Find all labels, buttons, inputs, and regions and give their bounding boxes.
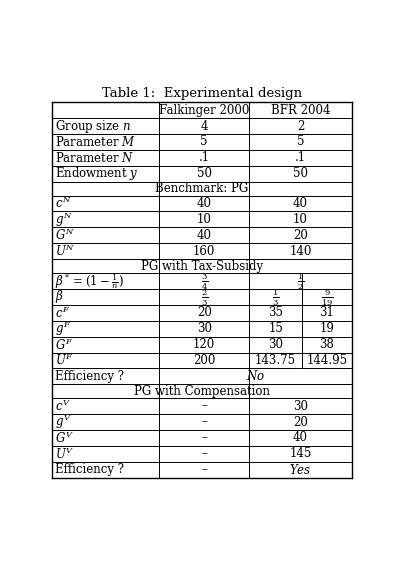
Text: $G^V$: $G^V$ [55,430,74,446]
Text: –: – [201,447,207,461]
Text: $G^F$: $G^F$ [55,337,73,352]
Text: $U^V$: $U^V$ [55,446,74,462]
Text: 40: 40 [197,197,212,210]
Text: Benchmark: PG: Benchmark: PG [155,182,249,195]
Text: $c^F$: $c^F$ [55,305,70,321]
Text: $No$: $No$ [246,369,265,383]
Text: –: – [201,431,207,444]
Text: Table 1:  Experimental design: Table 1: Experimental design [102,87,302,100]
Text: 145: 145 [289,447,312,461]
Text: Endowment $y$: Endowment $y$ [55,165,138,182]
Text: 19: 19 [320,322,334,335]
Text: .1: .1 [199,151,210,164]
Text: Parameter $M$: Parameter $M$ [55,135,136,149]
Text: $U^N$: $U^N$ [55,243,75,259]
Text: $\frac{1}{3}$: $\frac{1}{3}$ [272,286,279,307]
Text: 10: 10 [197,213,212,226]
Text: $\frac{3}{4}$: $\frac{3}{4}$ [201,270,208,292]
Text: $U^F$: $U^F$ [55,352,74,369]
Text: 30: 30 [293,399,308,412]
Text: 143.75: 143.75 [255,354,296,367]
Text: 30: 30 [197,322,212,335]
Text: 10: 10 [293,213,308,226]
Text: Efficiency ?: Efficiency ? [55,463,124,476]
Text: 30: 30 [268,338,283,351]
Text: 35: 35 [268,306,283,319]
Text: Parameter $N$: Parameter $N$ [55,151,134,165]
Text: $\frac{1}{2}$: $\frac{1}{2}$ [297,270,304,292]
Text: PG with Tax-Subsidy: PG with Tax-Subsidy [141,260,263,273]
Text: 200: 200 [193,354,216,367]
Text: 40: 40 [197,229,212,242]
Text: $\frac{2}{3}$: $\frac{2}{3}$ [201,286,208,307]
Text: $\frac{9}{19}$: $\frac{9}{19}$ [321,286,333,307]
Text: $\beta$: $\beta$ [55,288,63,305]
Text: 31: 31 [320,306,334,319]
Text: 144.95: 144.95 [306,354,348,367]
Text: 50: 50 [293,167,308,180]
Text: $c^N$: $c^N$ [55,196,71,211]
Text: 4: 4 [201,119,208,132]
Text: 20: 20 [197,306,212,319]
Text: Group size $n$: Group size $n$ [55,118,131,135]
Text: 140: 140 [289,245,312,257]
Text: Falkinger 2000: Falkinger 2000 [159,104,249,117]
Text: $g^F$: $g^F$ [55,319,71,338]
Text: 40: 40 [293,431,308,444]
Text: 40: 40 [293,197,308,210]
Text: –: – [201,399,207,412]
Text: $Yes$: $Yes$ [289,463,312,477]
Text: 160: 160 [193,245,216,257]
Text: –: – [201,416,207,429]
Text: BFR 2004: BFR 2004 [271,104,330,117]
Text: 120: 120 [193,338,216,351]
Text: $G^N$: $G^N$ [55,227,74,243]
Text: PG with Compensation: PG with Compensation [134,385,270,398]
Text: 15: 15 [268,322,283,335]
Text: 38: 38 [320,338,334,351]
Text: –: – [201,463,207,476]
Text: 20: 20 [293,229,308,242]
Text: .1: .1 [295,151,306,164]
Text: 5: 5 [297,135,304,149]
Text: 2: 2 [297,119,304,132]
Text: $c^V$: $c^V$ [55,398,71,414]
Text: 50: 50 [197,167,212,180]
Text: 20: 20 [293,416,308,429]
Text: $\beta^* = (1 - \frac{1}{n})$: $\beta^* = (1 - \frac{1}{n})$ [55,271,124,291]
Text: $g^N$: $g^N$ [55,210,72,229]
Text: $g^V$: $g^V$ [55,412,71,431]
Text: 5: 5 [201,135,208,149]
Text: Efficiency ?: Efficiency ? [55,370,124,383]
